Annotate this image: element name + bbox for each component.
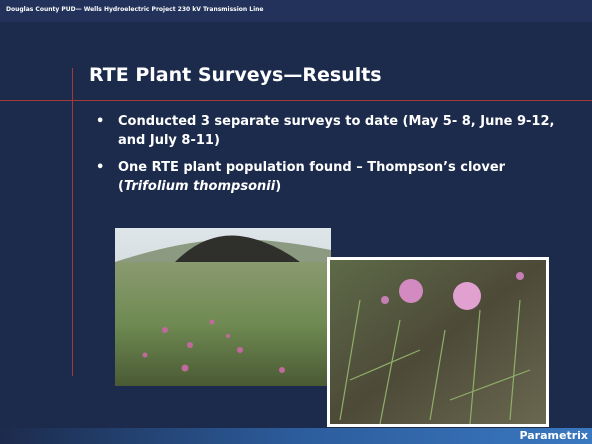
brand: Parametrix (519, 429, 588, 442)
slide-title: RTE Plant Surveys—Results (89, 64, 382, 86)
species-name: Trifolium thompsonii (123, 179, 276, 194)
bullet: One RTE plant population found – Thompso… (92, 158, 562, 196)
top-bar: Douglas County PUD— Wells Hydroelectric … (0, 0, 592, 22)
bullet-text: Conducted 3 separate surveys to date (Ma… (118, 114, 555, 148)
project-header: Douglas County PUD— Wells Hydroelectric … (6, 6, 264, 13)
bullet-list: Conducted 3 separate surveys to date (Ma… (92, 112, 562, 204)
photo-landscape (115, 228, 331, 386)
footer-bar: Parametrix (0, 428, 592, 444)
bullet-text: ) (275, 179, 282, 194)
photo-clover (327, 257, 549, 427)
rule-horizontal (0, 100, 592, 101)
rule-vertical (72, 68, 73, 376)
bullet-text: One RTE plant population found – Thompso… (118, 160, 506, 194)
bullet: Conducted 3 separate surveys to date (Ma… (92, 112, 562, 150)
